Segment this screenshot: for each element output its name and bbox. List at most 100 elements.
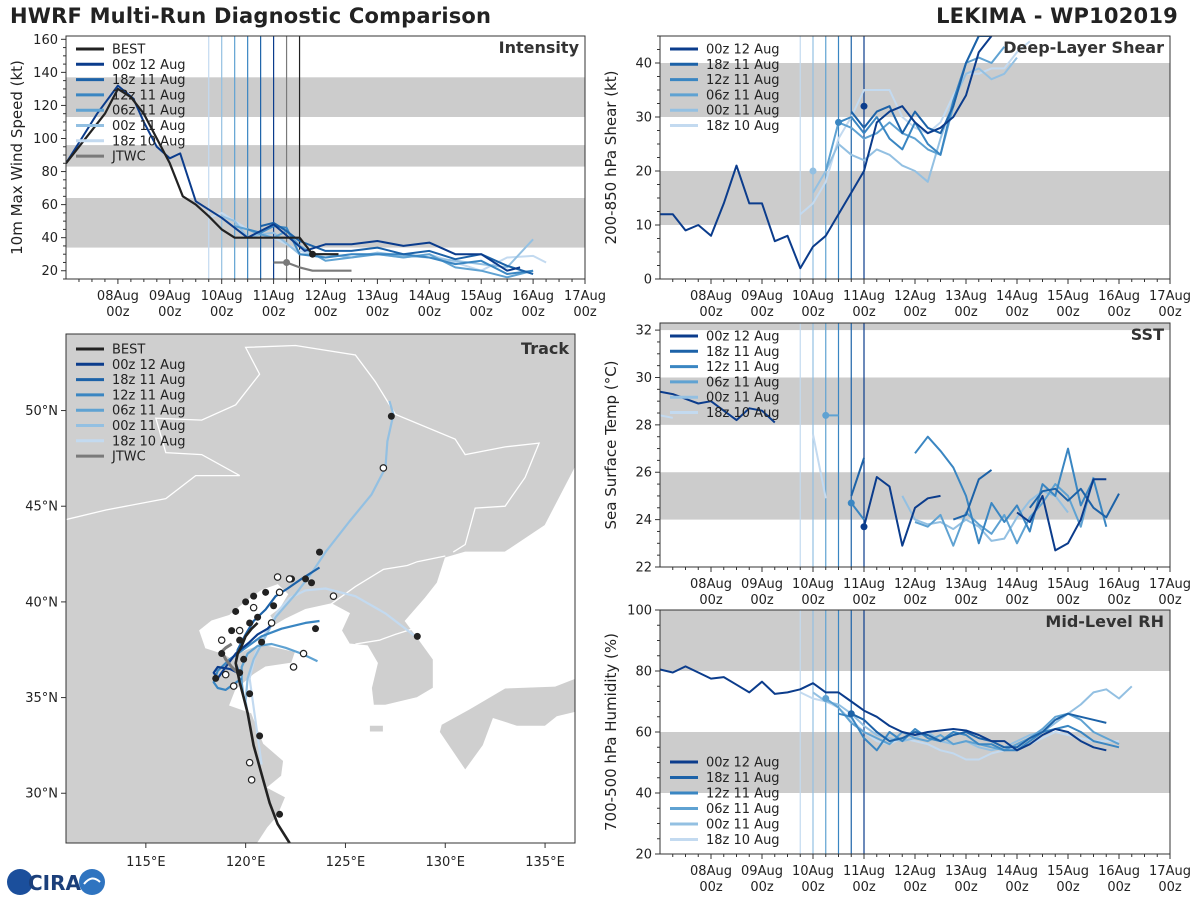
lon-tick-label: 130°E [425, 855, 465, 870]
y-axis-label: 10m Max Wind Speed (kt) [8, 60, 26, 255]
threshold-band [660, 171, 1170, 225]
legend-label: 06z 11 Aug [706, 802, 780, 817]
x-tick-date: 09Aug [741, 864, 783, 879]
border-china-korea [331, 555, 446, 605]
x-tick-date: 16Aug [1098, 577, 1140, 592]
panel-title: Mid-Level RH [1045, 612, 1164, 631]
plot-area [66, 36, 585, 279]
y-tick-label: 120 [33, 99, 58, 114]
x-tick-date: 15Aug [1047, 577, 1089, 592]
lat-tick-label: 45°N [25, 500, 58, 515]
y-tick-label: 30 [635, 111, 652, 126]
threshold-band [660, 377, 1170, 425]
x-tick-date: 16Aug [512, 289, 554, 304]
x-tick-hour: 00z [418, 305, 442, 320]
x-tick-hour: 00z [1158, 880, 1182, 895]
y-tick-label: 140 [33, 66, 58, 81]
y-tick-label: 160 [33, 33, 58, 48]
track-point-00z [250, 592, 258, 600]
best-line [66, 87, 339, 256]
x-tick-hour: 00z [954, 305, 978, 320]
x-tick-date: 11Aug [253, 289, 295, 304]
track-point-00z [232, 607, 240, 615]
x-tick-date: 16Aug [1098, 289, 1140, 304]
legend-label: 00z 11 Aug [706, 104, 780, 119]
series-line-1 [850, 36, 992, 135]
legend-label: 00z 12 Aug [706, 756, 780, 771]
x-tick-date: 15Aug [1047, 864, 1089, 879]
x-tick-hour: 00z [470, 305, 494, 320]
track-point-00z [302, 575, 310, 583]
track-point-12z [245, 758, 254, 767]
legend-label: 18z 10 Aug [112, 134, 186, 149]
track-line-0 [212, 622, 275, 680]
track-point-12z [299, 649, 308, 658]
y-tick-label: 80 [41, 165, 58, 180]
legend-label: 06z 11 Aug [706, 88, 780, 103]
storm-name: LEKIMA - WP102019 [936, 4, 1178, 28]
track-point-12z [273, 573, 282, 581]
legend-label: 12z 11 Aug [706, 360, 780, 375]
x-tick-date: 09Aug [149, 289, 191, 304]
x-tick-date: 13Aug [945, 289, 987, 304]
series-line-3 [234, 225, 534, 279]
track-point-00z [246, 690, 254, 698]
legend-label: 18z 11 Aug [706, 345, 780, 360]
threshold-band [66, 198, 585, 248]
x-tick-date: 17Aug [564, 289, 606, 304]
x-tick-date: 12Aug [894, 577, 936, 592]
lon-tick-label: 120°E [226, 855, 266, 870]
x-tick-date: 08Aug [690, 289, 732, 304]
series-line-5 [799, 40, 1031, 215]
y-tick-label: 60 [41, 198, 58, 213]
series-line-3 [914, 476, 1095, 547]
series-line-5 [660, 414, 673, 419]
y-tick-label: 80 [635, 665, 652, 680]
y-tick-label: 20 [41, 264, 58, 279]
y-tick-label: 100 [33, 132, 58, 147]
legend-label: 12z 11 Aug [706, 73, 780, 88]
legend-label: 00z 11 Aug [112, 119, 186, 134]
x-tick-hour: 00z [314, 305, 338, 320]
best-track [234, 621, 291, 843]
cira-logo: CIRA [4, 866, 108, 902]
legend-label: 12z 11 Aug [112, 388, 186, 403]
y-tick-label: 40 [635, 57, 652, 72]
best-marker [309, 250, 317, 258]
y-tick-label: 26 [635, 466, 652, 481]
panel-title: Deep-Layer Shear [1003, 38, 1164, 57]
legend-label: 00z 12 Aug [112, 58, 186, 73]
land-japan [438, 677, 575, 772]
x-tick-hour: 00z [750, 880, 774, 895]
y-axis-label: Sea Surface Temp (°C) [602, 360, 620, 529]
series-line-0 [660, 665, 1107, 752]
x-tick-hour: 00z [1158, 593, 1182, 608]
panel-rh: 2040608010008Aug00z09Aug00z10Aug00z11Aug… [602, 604, 1191, 896]
legend-label: 00z 11 Aug [706, 818, 780, 833]
y-axis-label: 700-500 hPa Humidity (%) [602, 633, 620, 831]
x-tick-date: 11Aug [843, 289, 885, 304]
init-marker [860, 102, 868, 110]
x-tick-date: 17Aug [1149, 289, 1191, 304]
x-tick-hour: 00z [954, 880, 978, 895]
x-tick-hour: 00z [1056, 305, 1080, 320]
legend-label: 00z 12 Aug [706, 330, 780, 345]
y-tick-label: 24 [635, 513, 652, 528]
series-line-0 [660, 36, 993, 270]
plot-area [660, 323, 1170, 567]
y-tick-label: 22 [635, 561, 652, 576]
legend-label: 18z 11 Aug [706, 771, 780, 786]
legend-label: 18z 10 Aug [706, 119, 780, 134]
track-point-12z [379, 464, 388, 472]
legend-label: 00z 11 Aug [706, 391, 780, 406]
lon-tick-label: 115°E [126, 855, 166, 870]
track-point-00z [246, 619, 254, 627]
y-tick-label: 10 [635, 219, 652, 234]
legend-label: 18z 10 Aug [112, 434, 186, 449]
legend-label: 00z 11 Aug [112, 419, 186, 434]
x-tick-hour: 00z [1107, 880, 1131, 895]
x-tick-hour: 00z [521, 305, 545, 320]
y-tick-label: 28 [635, 418, 652, 433]
